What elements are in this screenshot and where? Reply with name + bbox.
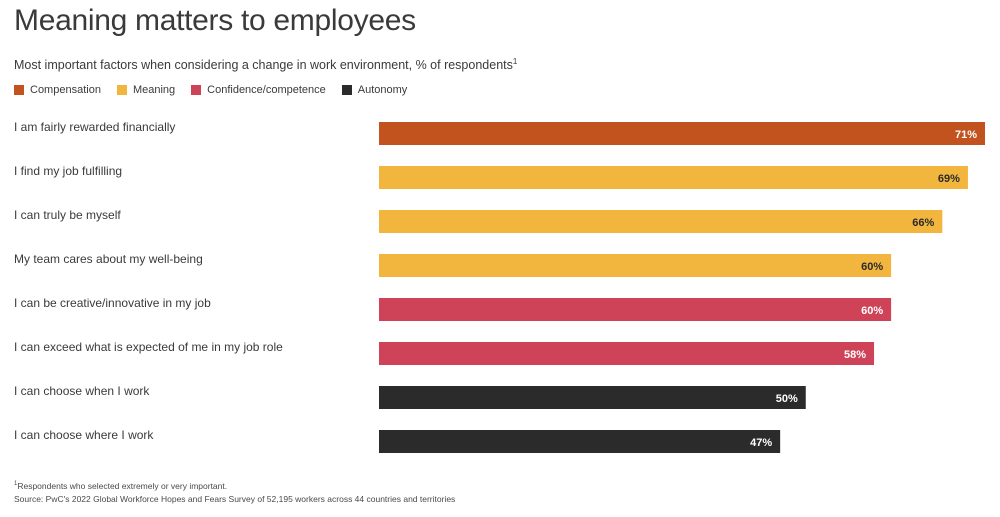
legend-item-confidence-competence: Confidence/competence: [191, 84, 326, 96]
footnotes: 1Respondents who selected extremely or v…: [14, 478, 455, 506]
footnote-marker: 1: [14, 481, 18, 487]
bar: [379, 254, 892, 277]
category-label: I can choose when I work: [14, 384, 150, 398]
bar: [379, 122, 985, 145]
subtitle-text: Most important factors when considering …: [14, 58, 513, 73]
footnote-note-text: Respondents who selected extremely or ve…: [17, 480, 228, 491]
bar-value-label: 47%: [750, 437, 772, 449]
legend-swatch: [116, 85, 127, 95]
bar: [379, 166, 968, 189]
category-label: I find my job fulfilling: [14, 164, 122, 178]
legend-item-meaning: Meaning: [116, 84, 176, 96]
legend-label: Compensation: [30, 84, 101, 96]
bar: [379, 342, 875, 365]
chart-subtitle: Most important factors when considering …: [14, 57, 517, 72]
bar-value-label: 60%: [861, 261, 883, 273]
bar-value-label: 50%: [776, 393, 798, 405]
bar-value-label: 71%: [955, 129, 977, 141]
bar-value-label: 58%: [844, 349, 866, 361]
legend-swatch: [341, 85, 352, 95]
bar: [379, 430, 781, 453]
bar: [379, 386, 806, 409]
legend-swatch: [14, 85, 24, 95]
footnote-note: 1Respondents who selected extremely or v…: [14, 478, 455, 493]
footnote-source: Source: PwC's 2022 Global Workforce Hope…: [14, 493, 456, 504]
bar-value-label: 66%: [912, 217, 934, 229]
category-label: My team cares about my well-being: [14, 252, 203, 266]
legend-swatch: [191, 85, 202, 95]
subtitle-footnote-marker: 1: [512, 57, 518, 66]
category-label: I am fairly rewarded financially: [14, 120, 175, 134]
legend-item-compensation: Compensation: [14, 84, 101, 96]
chart-title: Meaning matters to employees: [14, 4, 416, 37]
legend-label: Meaning: [132, 84, 176, 96]
bar: [379, 210, 943, 233]
bar-value-label: 60%: [861, 305, 883, 317]
category-label: I can truly be myself: [14, 208, 121, 222]
category-label: I can choose where I work: [14, 428, 154, 442]
legend-label: Confidence/competence: [207, 84, 326, 96]
legend-label: Autonomy: [357, 84, 408, 96]
legend: Compensation Meaning Confidence/competence…: [14, 84, 423, 96]
legend-item-autonomy: Autonomy: [341, 84, 408, 96]
category-label: I can be creative/innovative in my job: [14, 296, 211, 310]
bar-value-label: 69%: [938, 173, 960, 185]
bar: [379, 298, 892, 321]
category-label: I can exceed what is expected of me in m…: [14, 340, 283, 354]
